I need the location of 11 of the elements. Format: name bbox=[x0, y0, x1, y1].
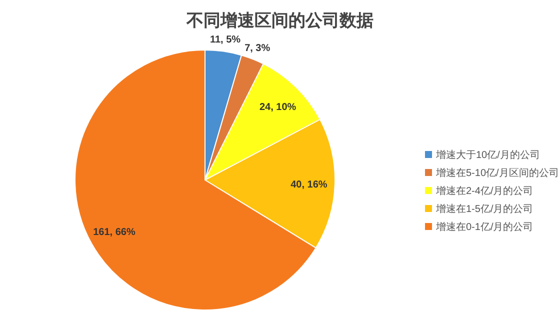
data-label: 11, 5% bbox=[210, 34, 241, 46]
chart-title: 不同增速区间的公司数据 bbox=[186, 11, 374, 30]
legend-label: 增速在1-5亿/月的公司 bbox=[435, 203, 534, 215]
data-label: 40, 16% bbox=[290, 179, 328, 190]
legend-label: 增速在0-1亿/月的公司 bbox=[435, 221, 534, 233]
legend-label: 增速在2-4亿/月的公司 bbox=[435, 185, 534, 197]
legend-label: 增速大于10亿/月的公司 bbox=[435, 149, 540, 161]
legend-label: 增速在5-10亿/月区间的公司 bbox=[435, 167, 559, 179]
data-label: 7, 3% bbox=[244, 42, 270, 54]
data-label: 161, 66% bbox=[93, 226, 136, 238]
data-label: 24, 10% bbox=[259, 102, 296, 113]
